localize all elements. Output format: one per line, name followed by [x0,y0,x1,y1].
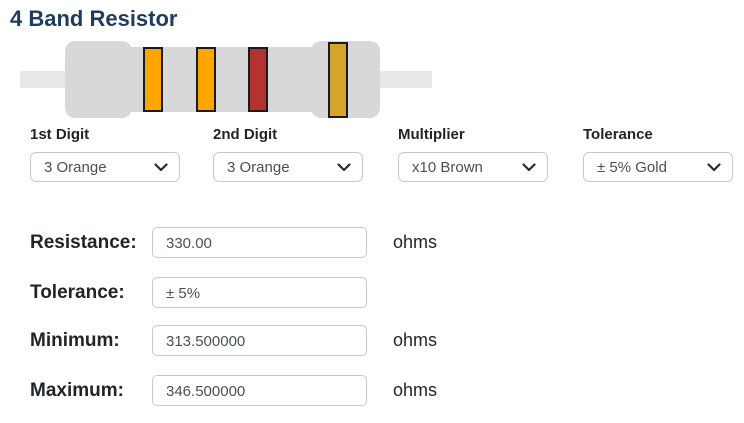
resistor-band-tolerance [328,42,348,118]
first-digit-selected-value: 3 Orange [44,158,107,176]
tolerance-label: Tolerance: [30,282,125,303]
resistance-label: Resistance: [30,232,137,253]
chevron-down-icon [522,162,536,172]
page-title: 4 Band Resistor [10,6,178,31]
result-row-tolerance: Tolerance: [0,277,744,308]
tolerance-selected-value: ± 5% Gold [597,158,667,176]
tolerance-select-label: Tolerance [583,126,653,143]
second-digit-label: 2nd Digit [213,126,278,143]
selector-column-tolerance: Tolerance ± 5% Gold [583,126,733,182]
first-digit-select[interactable]: 3 Orange [30,152,180,182]
resistor-body-left-cap [65,41,132,118]
minimum-unit: ohms [393,330,438,350]
second-digit-select[interactable]: 3 Orange [213,152,363,182]
second-digit-selected-value: 3 Orange [227,158,290,176]
multiplier-select[interactable]: x10 Brown [398,152,548,182]
tolerance-select[interactable]: ± 5% Gold [583,152,733,182]
multiplier-label: Multiplier [398,126,465,143]
maximum-input[interactable] [152,375,367,406]
resistance-unit: ohms [393,232,438,252]
chevron-down-icon [337,162,351,172]
result-row-maximum: Maximum: ohms [0,375,744,406]
result-row-minimum: Minimum: ohms [0,325,744,356]
selector-column-2nd-digit: 2nd Digit 3 Orange [213,126,363,182]
minimum-label: Minimum: [30,330,120,351]
chevron-down-icon [154,162,168,172]
resistor-band-1st-digit [143,47,163,112]
chevron-down-icon [707,162,721,172]
resistor-band-multiplier [248,47,268,112]
result-row-resistance: Resistance: ohms [0,227,744,258]
maximum-label: Maximum: [30,380,124,401]
minimum-input[interactable] [152,325,367,356]
resistor-band-2nd-digit [196,47,216,112]
multiplier-selected-value: x10 Brown [412,158,483,176]
first-digit-label: 1st Digit [30,126,90,143]
selector-column-1st-digit: 1st Digit 3 Orange [30,126,180,182]
resistor-graphic [20,40,432,120]
tolerance-input[interactable] [152,277,367,308]
resistance-input[interactable] [152,227,367,258]
maximum-unit: ohms [393,380,438,400]
selector-column-multiplier: Multiplier x10 Brown [398,126,548,182]
